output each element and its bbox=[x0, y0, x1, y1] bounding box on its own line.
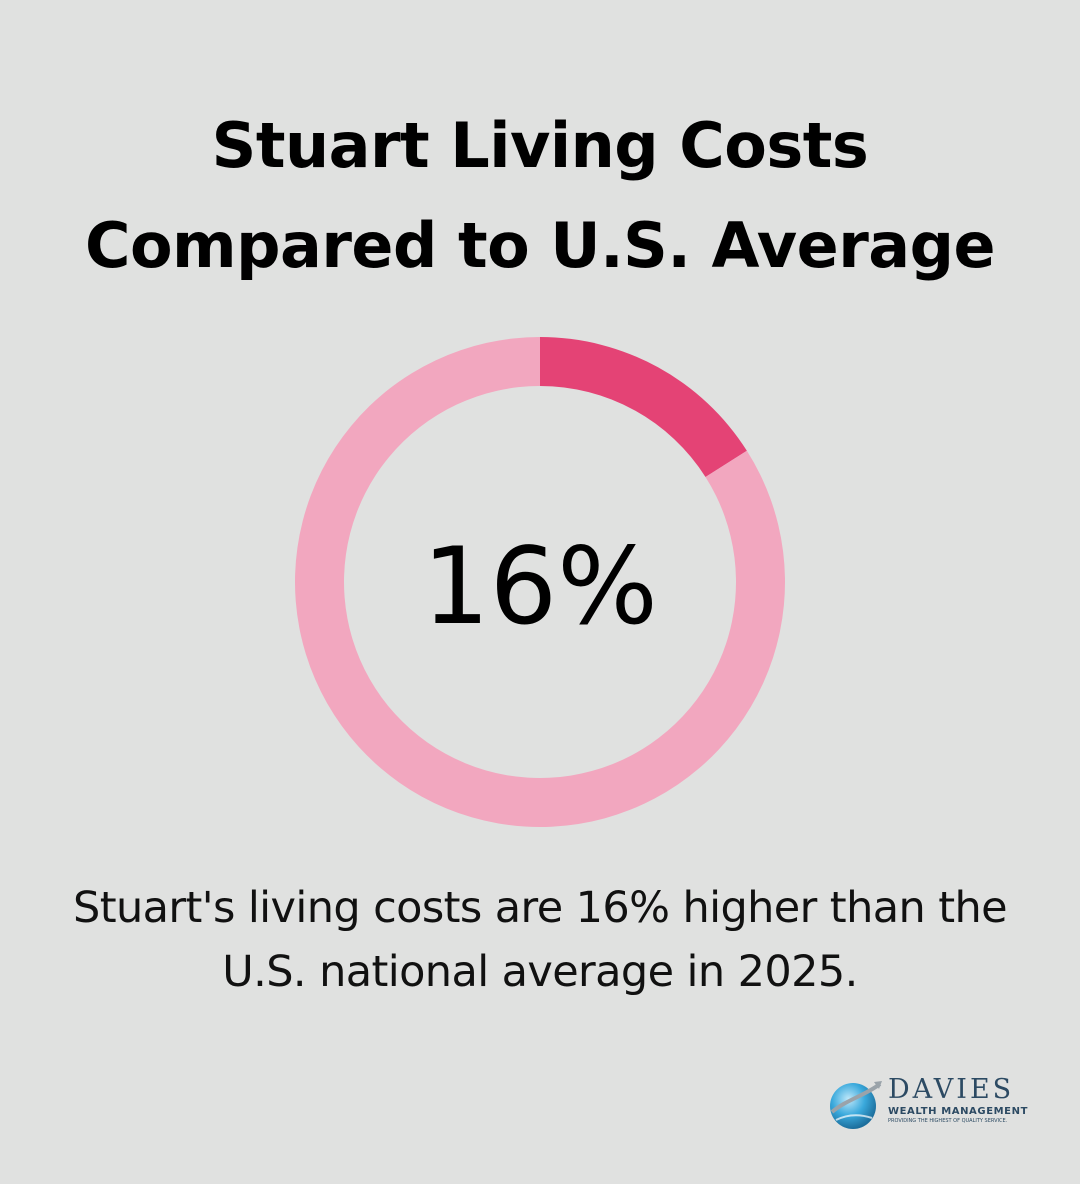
logo-subtitle: WEALTH MANAGEMENT bbox=[888, 1106, 1028, 1117]
logo-tagline: PROVIDING THE HIGHEST OF QUALITY SERVICE… bbox=[888, 1118, 1008, 1124]
chart-title-line-1: Stuart Living Costs bbox=[211, 109, 869, 182]
donut-slices bbox=[295, 337, 785, 827]
donut-chart: 16% bbox=[295, 337, 785, 827]
description-line-2: U.S. national average in 2025. bbox=[222, 947, 858, 997]
chart-description: Stuart's living costs are 16% higher tha… bbox=[40, 876, 1040, 1004]
chart-title: Stuart Living Costs Compared to U.S. Ave… bbox=[40, 96, 1040, 296]
chart-title-line-2: Compared to U.S. Average bbox=[84, 209, 996, 282]
donut-chart-svg: 16% bbox=[295, 337, 785, 827]
donut-slice-0 bbox=[540, 337, 747, 477]
globe-icon bbox=[830, 1081, 882, 1129]
davies-logo: DAVIES WEALTH MANAGEMENT PROVIDING THE H… bbox=[826, 1074, 1038, 1132]
description-line-1: Stuart's living costs are 16% higher tha… bbox=[73, 883, 1008, 933]
logo-name: DAVIES bbox=[888, 1074, 1015, 1105]
center-value-label: 16% bbox=[422, 525, 658, 648]
